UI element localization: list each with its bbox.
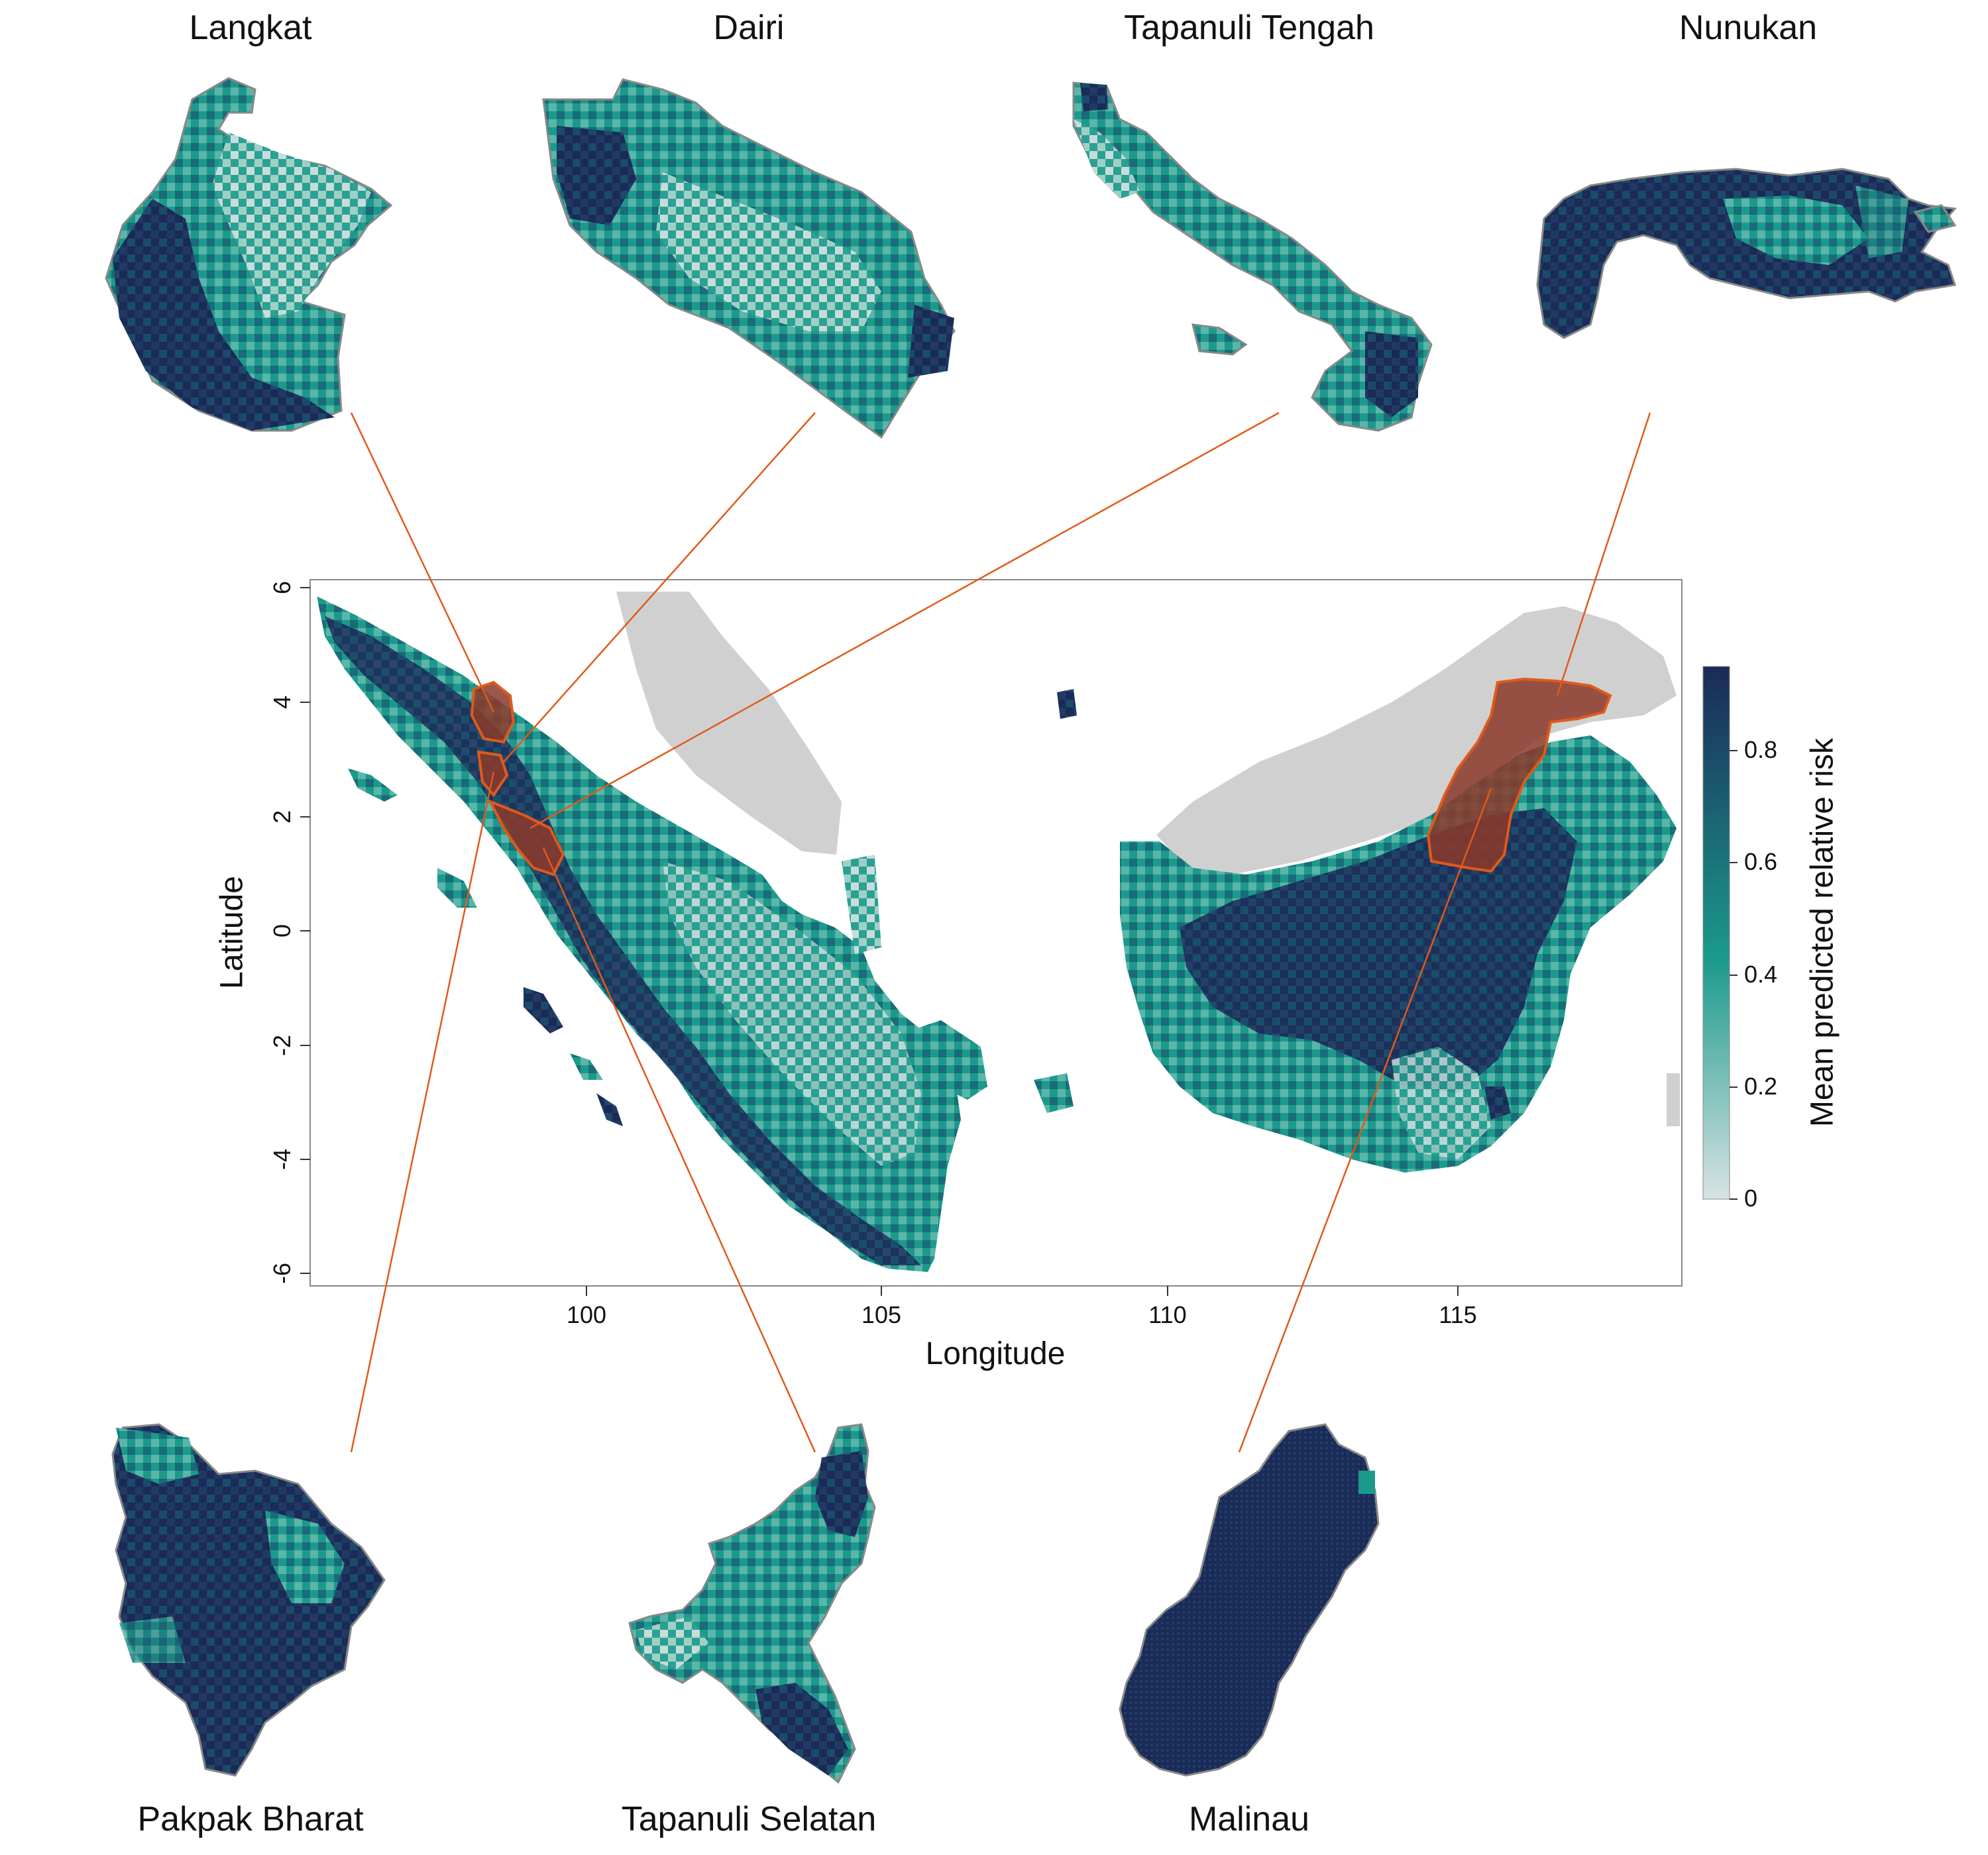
dairi-low-risk [656, 172, 881, 331]
pakpak-bharat-mid-risk-east [265, 1510, 345, 1603]
colorbar-tick-0.6: 0.6 [1744, 848, 1778, 875]
sumatra-low-risk-area [663, 861, 921, 1166]
leader-pakpak-bharat [350, 771, 495, 1453]
title-tapanuli-selatan: Tapanuli Selatan [621, 1800, 877, 1838]
inset-tapanuli-selatan [628, 1423, 876, 1784]
langkat-high-risk [113, 199, 335, 431]
laut-island [1484, 1086, 1511, 1120]
leader-lines [350, 411, 1651, 1453]
colorbar-gradient [1702, 666, 1730, 1200]
highlight-langkat [470, 680, 516, 744]
tapanuli-tengah-high-risk [1365, 331, 1418, 417]
leader-nunukan [1556, 412, 1651, 696]
y-tick-neg2: -2 [268, 1035, 296, 1057]
tapanuli-tengah-outline [1072, 81, 1433, 432]
tapanuli-tengah-islet [1191, 323, 1248, 356]
colorbar-tick-0.2: 0.2 [1744, 1073, 1778, 1100]
inset-tapanuli-tengah [1072, 81, 1433, 432]
borneo-east-mask [1667, 1073, 1680, 1126]
mentawai-island-3 [596, 1093, 623, 1126]
pakpak-bharat-mid-risk-west [119, 1616, 186, 1663]
nunukan-mid-risk [1723, 195, 1869, 265]
title-nunukan: Nunukan [1679, 9, 1818, 47]
dairi-high-risk-east [908, 305, 954, 378]
mentawai-island-2 [570, 1053, 603, 1080]
tapanuli-selatan-low-risk [636, 1616, 709, 1670]
borneo-low-risk-south [1392, 1047, 1491, 1159]
simeulue-island [348, 768, 398, 802]
sumatra-high-risk-band [325, 616, 921, 1265]
main-map [309, 579, 1683, 1287]
highlight-nunukan-malinau [1426, 677, 1612, 873]
x-tick-115: 115 [1439, 1301, 1477, 1328]
highlight-tapanuli [487, 799, 565, 876]
natuna-island [1057, 689, 1077, 719]
tapanuli-tengah-low-risk [1074, 119, 1140, 199]
title-pakpak-bharat: Pakpak Bharat [137, 1800, 364, 1838]
colorbar-title: Mean predicted relative risk [1804, 738, 1840, 1127]
y-tick-neg4: -4 [268, 1149, 296, 1171]
pakpak-bharat-outline [111, 1423, 386, 1777]
x-tick-110: 110 [1148, 1301, 1187, 1328]
tapanuli-selatan-high-risk-south [755, 1683, 848, 1776]
inset-dairi [542, 78, 956, 439]
leader-tapanuli-tengah [529, 411, 1280, 829]
x-tick-100: 100 [566, 1301, 607, 1328]
mentawai-island-1 [524, 987, 563, 1034]
title-malinau: Malinau [1188, 1800, 1310, 1838]
title-langkat: Langkat [189, 9, 312, 47]
dairi-high-risk [557, 126, 636, 225]
colorbar-tick-0.8: 0.8 [1744, 736, 1778, 763]
malinau-outline [1119, 1423, 1380, 1777]
tapanuli-selatan-high-risk-north [815, 1451, 868, 1537]
leader-malinau [1238, 788, 1492, 1453]
y-tick-0: 0 [268, 924, 296, 938]
malay-peninsula-mask [616, 592, 842, 855]
leader-tapanuli-selatan [542, 847, 816, 1453]
x-tick-105: 105 [861, 1301, 902, 1328]
colorbar-tick-0: 0 [1744, 1185, 1758, 1212]
colorbar-tick-0.4: 0.4 [1744, 961, 1778, 988]
nunukan-outline [1536, 168, 1957, 339]
inset-malinau [1119, 1423, 1380, 1777]
y-axis [300, 587, 310, 1274]
y-axis-title: Latitude [214, 876, 250, 989]
nunukan-mid-risk-east [1855, 186, 1908, 258]
inset-nunukan [1536, 168, 1957, 339]
y-tick-2: 2 [268, 810, 296, 824]
malinau-mid-risk-patch [1358, 1471, 1375, 1494]
langkat-low-risk [212, 132, 371, 318]
x-axis [586, 1286, 1459, 1296]
north-borneo-mask [1156, 606, 1677, 874]
x-axis-title: Longitude [925, 1336, 1066, 1371]
y-tick-6: 6 [268, 580, 296, 595]
y-tick-neg6: -6 [268, 1263, 296, 1285]
nunukan-islet [1913, 204, 1957, 233]
title-tapanuli-tengah: Tapanuli Tengah [1124, 9, 1374, 47]
belitung-island [1034, 1073, 1074, 1113]
leader-langkat [350, 412, 495, 713]
pakpak-bharat-mid-risk [116, 1428, 199, 1484]
y-tick-4: 4 [268, 695, 296, 710]
borneo-high-risk-core [1180, 808, 1577, 1093]
tapanuli-selatan-outline [628, 1423, 876, 1784]
bangka-island [901, 1020, 987, 1100]
title-dairi: Dairi [713, 9, 785, 47]
riau-islands [842, 855, 881, 954]
tapanuli-tengah-peak [1080, 83, 1108, 111]
inset-langkat [105, 77, 393, 432]
inset-pakpak-bharat [111, 1423, 386, 1777]
colorbar [1702, 666, 1738, 1200]
leader-dairi [503, 412, 816, 763]
